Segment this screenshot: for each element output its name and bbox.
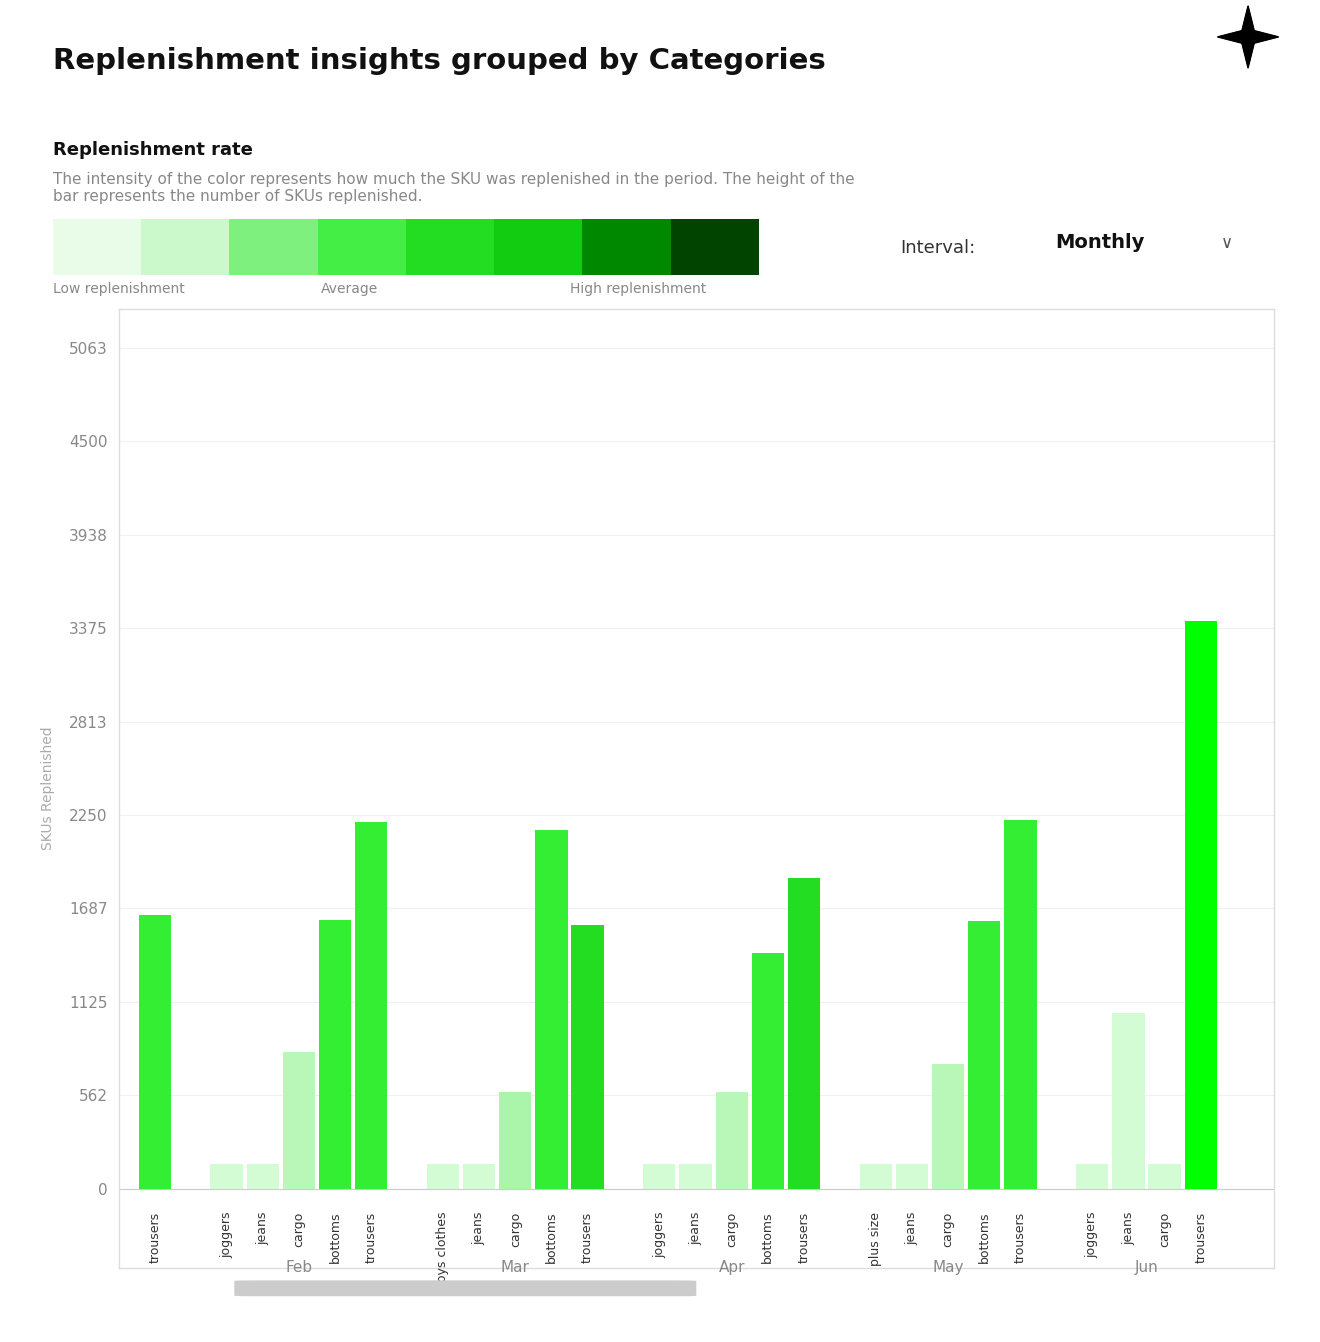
Text: joggers: joggers — [653, 1212, 665, 1259]
Bar — [1076, 1164, 1109, 1189]
Bar — [680, 1164, 711, 1189]
Bar — [1184, 621, 1217, 1189]
Bar — [494, 219, 582, 275]
Text: jeans: jeans — [1122, 1212, 1135, 1245]
Text: trousers: trousers — [1014, 1212, 1027, 1263]
FancyBboxPatch shape — [235, 1280, 696, 1296]
Text: trousers: trousers — [364, 1212, 378, 1263]
Text: trousers: trousers — [1195, 1212, 1208, 1263]
Text: joggers: joggers — [1086, 1212, 1098, 1259]
Bar — [582, 219, 671, 275]
Bar — [230, 219, 318, 275]
Bar — [671, 219, 759, 275]
Text: jeans: jeans — [906, 1212, 919, 1245]
Text: May: May — [932, 1260, 964, 1275]
Bar — [139, 915, 170, 1189]
Text: Replenishment rate: Replenishment rate — [53, 141, 252, 158]
Text: Feb: Feb — [285, 1260, 313, 1275]
Bar — [1113, 1012, 1144, 1189]
Bar — [319, 919, 351, 1189]
Text: Replenishment insights grouped by Categories: Replenishment insights grouped by Catego… — [53, 47, 825, 75]
Text: joggers: joggers — [220, 1212, 234, 1259]
Text: Low replenishment: Low replenishment — [53, 282, 185, 295]
Bar — [788, 878, 820, 1189]
Bar — [499, 1092, 532, 1189]
Bar — [141, 219, 230, 275]
Text: bottoms: bottoms — [545, 1212, 558, 1263]
Bar — [282, 1052, 315, 1189]
Text: Average: Average — [321, 282, 379, 295]
Bar — [643, 1164, 676, 1189]
Bar — [247, 1164, 279, 1189]
Text: trousers: trousers — [581, 1212, 594, 1263]
Bar — [1148, 1164, 1180, 1189]
Bar — [715, 1092, 748, 1189]
Text: bottoms: bottoms — [762, 1212, 775, 1263]
Text: bottoms: bottoms — [329, 1212, 342, 1263]
Bar — [536, 829, 568, 1189]
Bar — [355, 821, 387, 1189]
Text: trousers: trousers — [148, 1212, 161, 1263]
Text: The intensity of the color represents how much the SKU was replenished in the pe: The intensity of the color represents ho… — [53, 172, 854, 204]
Text: Interval:: Interval: — [900, 239, 975, 258]
Text: Apr: Apr — [718, 1260, 744, 1275]
FancyBboxPatch shape — [969, 207, 1275, 280]
Bar — [318, 219, 407, 275]
Text: High replenishment: High replenishment — [570, 282, 706, 295]
Text: cargo: cargo — [292, 1212, 305, 1247]
Text: trousers: trousers — [797, 1212, 810, 1263]
Bar — [426, 1164, 459, 1189]
Y-axis label: SKUs Replenished: SKUs Replenished — [41, 726, 55, 851]
Bar — [53, 219, 141, 275]
Bar — [1005, 820, 1036, 1189]
Text: Jun: Jun — [1135, 1260, 1159, 1275]
Text: Monthly: Monthly — [1055, 234, 1144, 252]
Bar — [210, 1164, 243, 1189]
Bar — [572, 925, 603, 1189]
Bar — [752, 953, 784, 1189]
Polygon shape — [1217, 5, 1279, 68]
Bar — [968, 921, 1001, 1189]
Text: bottoms: bottoms — [978, 1212, 991, 1263]
Text: Mar: Mar — [500, 1260, 529, 1275]
Text: jeans: jeans — [256, 1212, 269, 1245]
Bar — [407, 219, 494, 275]
Text: ∨: ∨ — [1221, 234, 1233, 252]
Text: plus size: plus size — [870, 1212, 882, 1266]
Bar — [463, 1164, 495, 1189]
Text: jeans: jeans — [689, 1212, 702, 1245]
Text: cargo: cargo — [725, 1212, 738, 1247]
Text: cargo: cargo — [508, 1212, 521, 1247]
Bar — [896, 1164, 928, 1189]
Bar — [932, 1064, 964, 1189]
Text: jeans: jeans — [473, 1212, 486, 1245]
Text: cargo: cargo — [1158, 1212, 1171, 1247]
Text: boys clothes: boys clothes — [437, 1212, 450, 1290]
Bar — [859, 1164, 892, 1189]
Text: cargo: cargo — [941, 1212, 954, 1247]
